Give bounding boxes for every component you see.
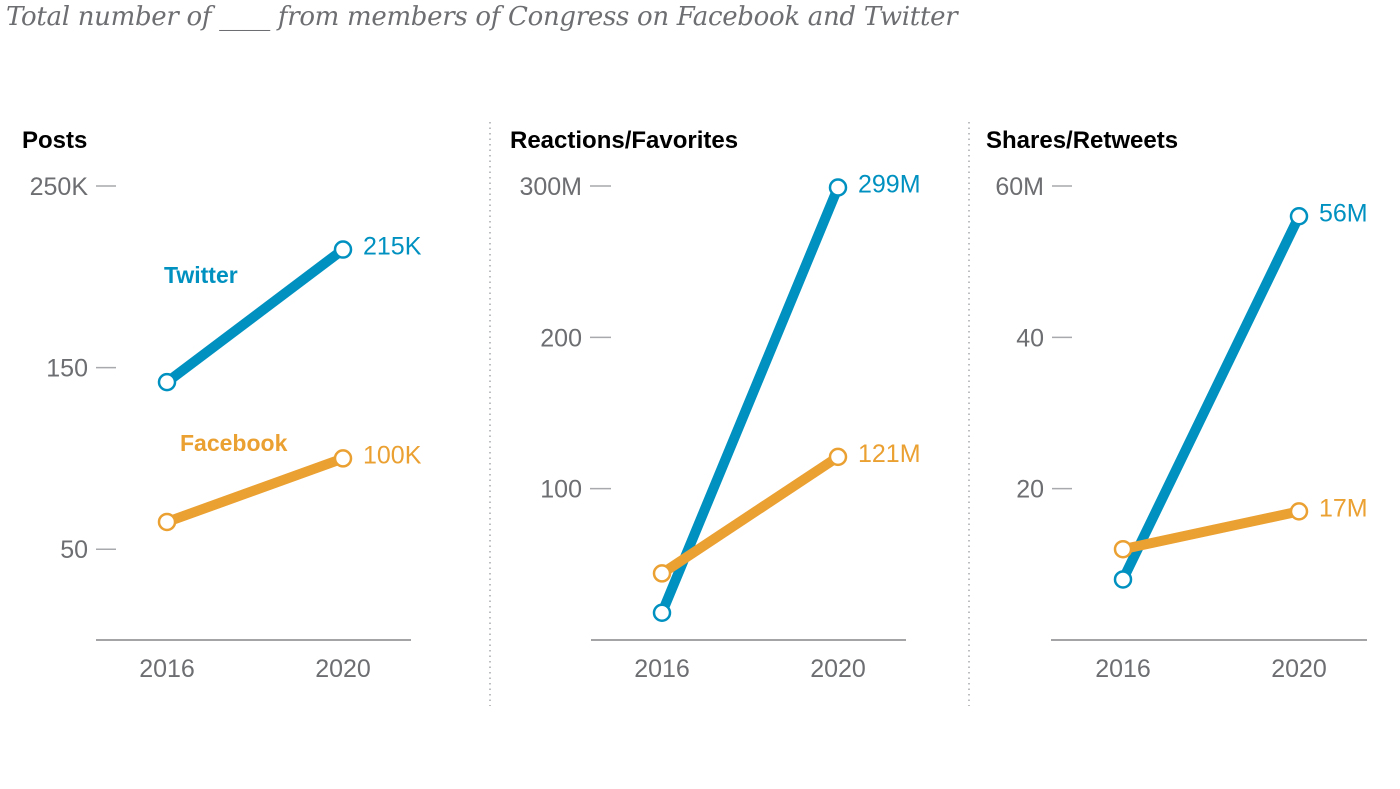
twitter-series-line bbox=[163, 245, 347, 387]
facebook-value-label: 17M bbox=[1319, 494, 1368, 522]
twitter-value-label: 299M bbox=[858, 171, 921, 199]
y-tick-label: 60M bbox=[995, 173, 1044, 201]
x-tick-label: 2016 bbox=[1095, 655, 1151, 683]
panel-title: Reactions/Favorites bbox=[510, 127, 738, 154]
facebook-data-point bbox=[1113, 539, 1133, 559]
twitter-series-line bbox=[657, 185, 843, 615]
facebook-data-point bbox=[828, 447, 848, 467]
y-tick-label: 40 bbox=[1016, 324, 1044, 352]
twitter-data-point bbox=[1289, 207, 1309, 226]
facebook-series-line bbox=[659, 452, 841, 578]
facebook-value-label: 100K bbox=[363, 441, 422, 469]
facebook-data-point bbox=[157, 512, 177, 532]
panel-title: Shares/Retweets bbox=[986, 127, 1178, 154]
facebook-data-point bbox=[1289, 502, 1309, 521]
twitter-data-point bbox=[652, 603, 672, 623]
twitter-data-point bbox=[333, 240, 353, 259]
facebook-series-line bbox=[1121, 506, 1301, 555]
y-tick-label: 300M bbox=[519, 173, 582, 201]
panel-title: Posts bbox=[22, 127, 87, 154]
x-tick-label: 2020 bbox=[1271, 655, 1327, 683]
x-tick-label: 2020 bbox=[315, 655, 371, 683]
facebook-series-name-label: Facebook bbox=[180, 430, 288, 456]
y-tick-label: 50 bbox=[60, 536, 88, 564]
y-tick-label: 200 bbox=[540, 324, 582, 352]
facebook-series-line bbox=[165, 453, 345, 527]
twitter-data-point bbox=[1113, 570, 1133, 589]
twitter-value-label: 56M bbox=[1319, 199, 1368, 227]
y-tick-label: 20 bbox=[1016, 476, 1044, 504]
x-tick-label: 2016 bbox=[634, 655, 690, 683]
chart-title: Total number of ____ from members of Con… bbox=[6, 2, 958, 32]
twitter-value-label: 215K bbox=[363, 233, 422, 261]
x-tick-label: 2020 bbox=[810, 655, 866, 683]
twitter-series-name-label: Twitter bbox=[164, 262, 238, 288]
facebook-value-label: 121M bbox=[858, 440, 921, 468]
y-tick-label: 250K bbox=[30, 173, 89, 201]
x-tick-label: 2016 bbox=[139, 655, 195, 683]
twitter-series-line bbox=[1118, 214, 1304, 582]
facebook-data-point bbox=[333, 449, 353, 468]
twitter-data-point bbox=[828, 178, 848, 197]
y-tick-label: 150 bbox=[46, 355, 88, 383]
twitter-data-point bbox=[157, 372, 177, 392]
y-tick-label: 100 bbox=[540, 476, 582, 504]
facebook-data-point bbox=[652, 564, 672, 583]
